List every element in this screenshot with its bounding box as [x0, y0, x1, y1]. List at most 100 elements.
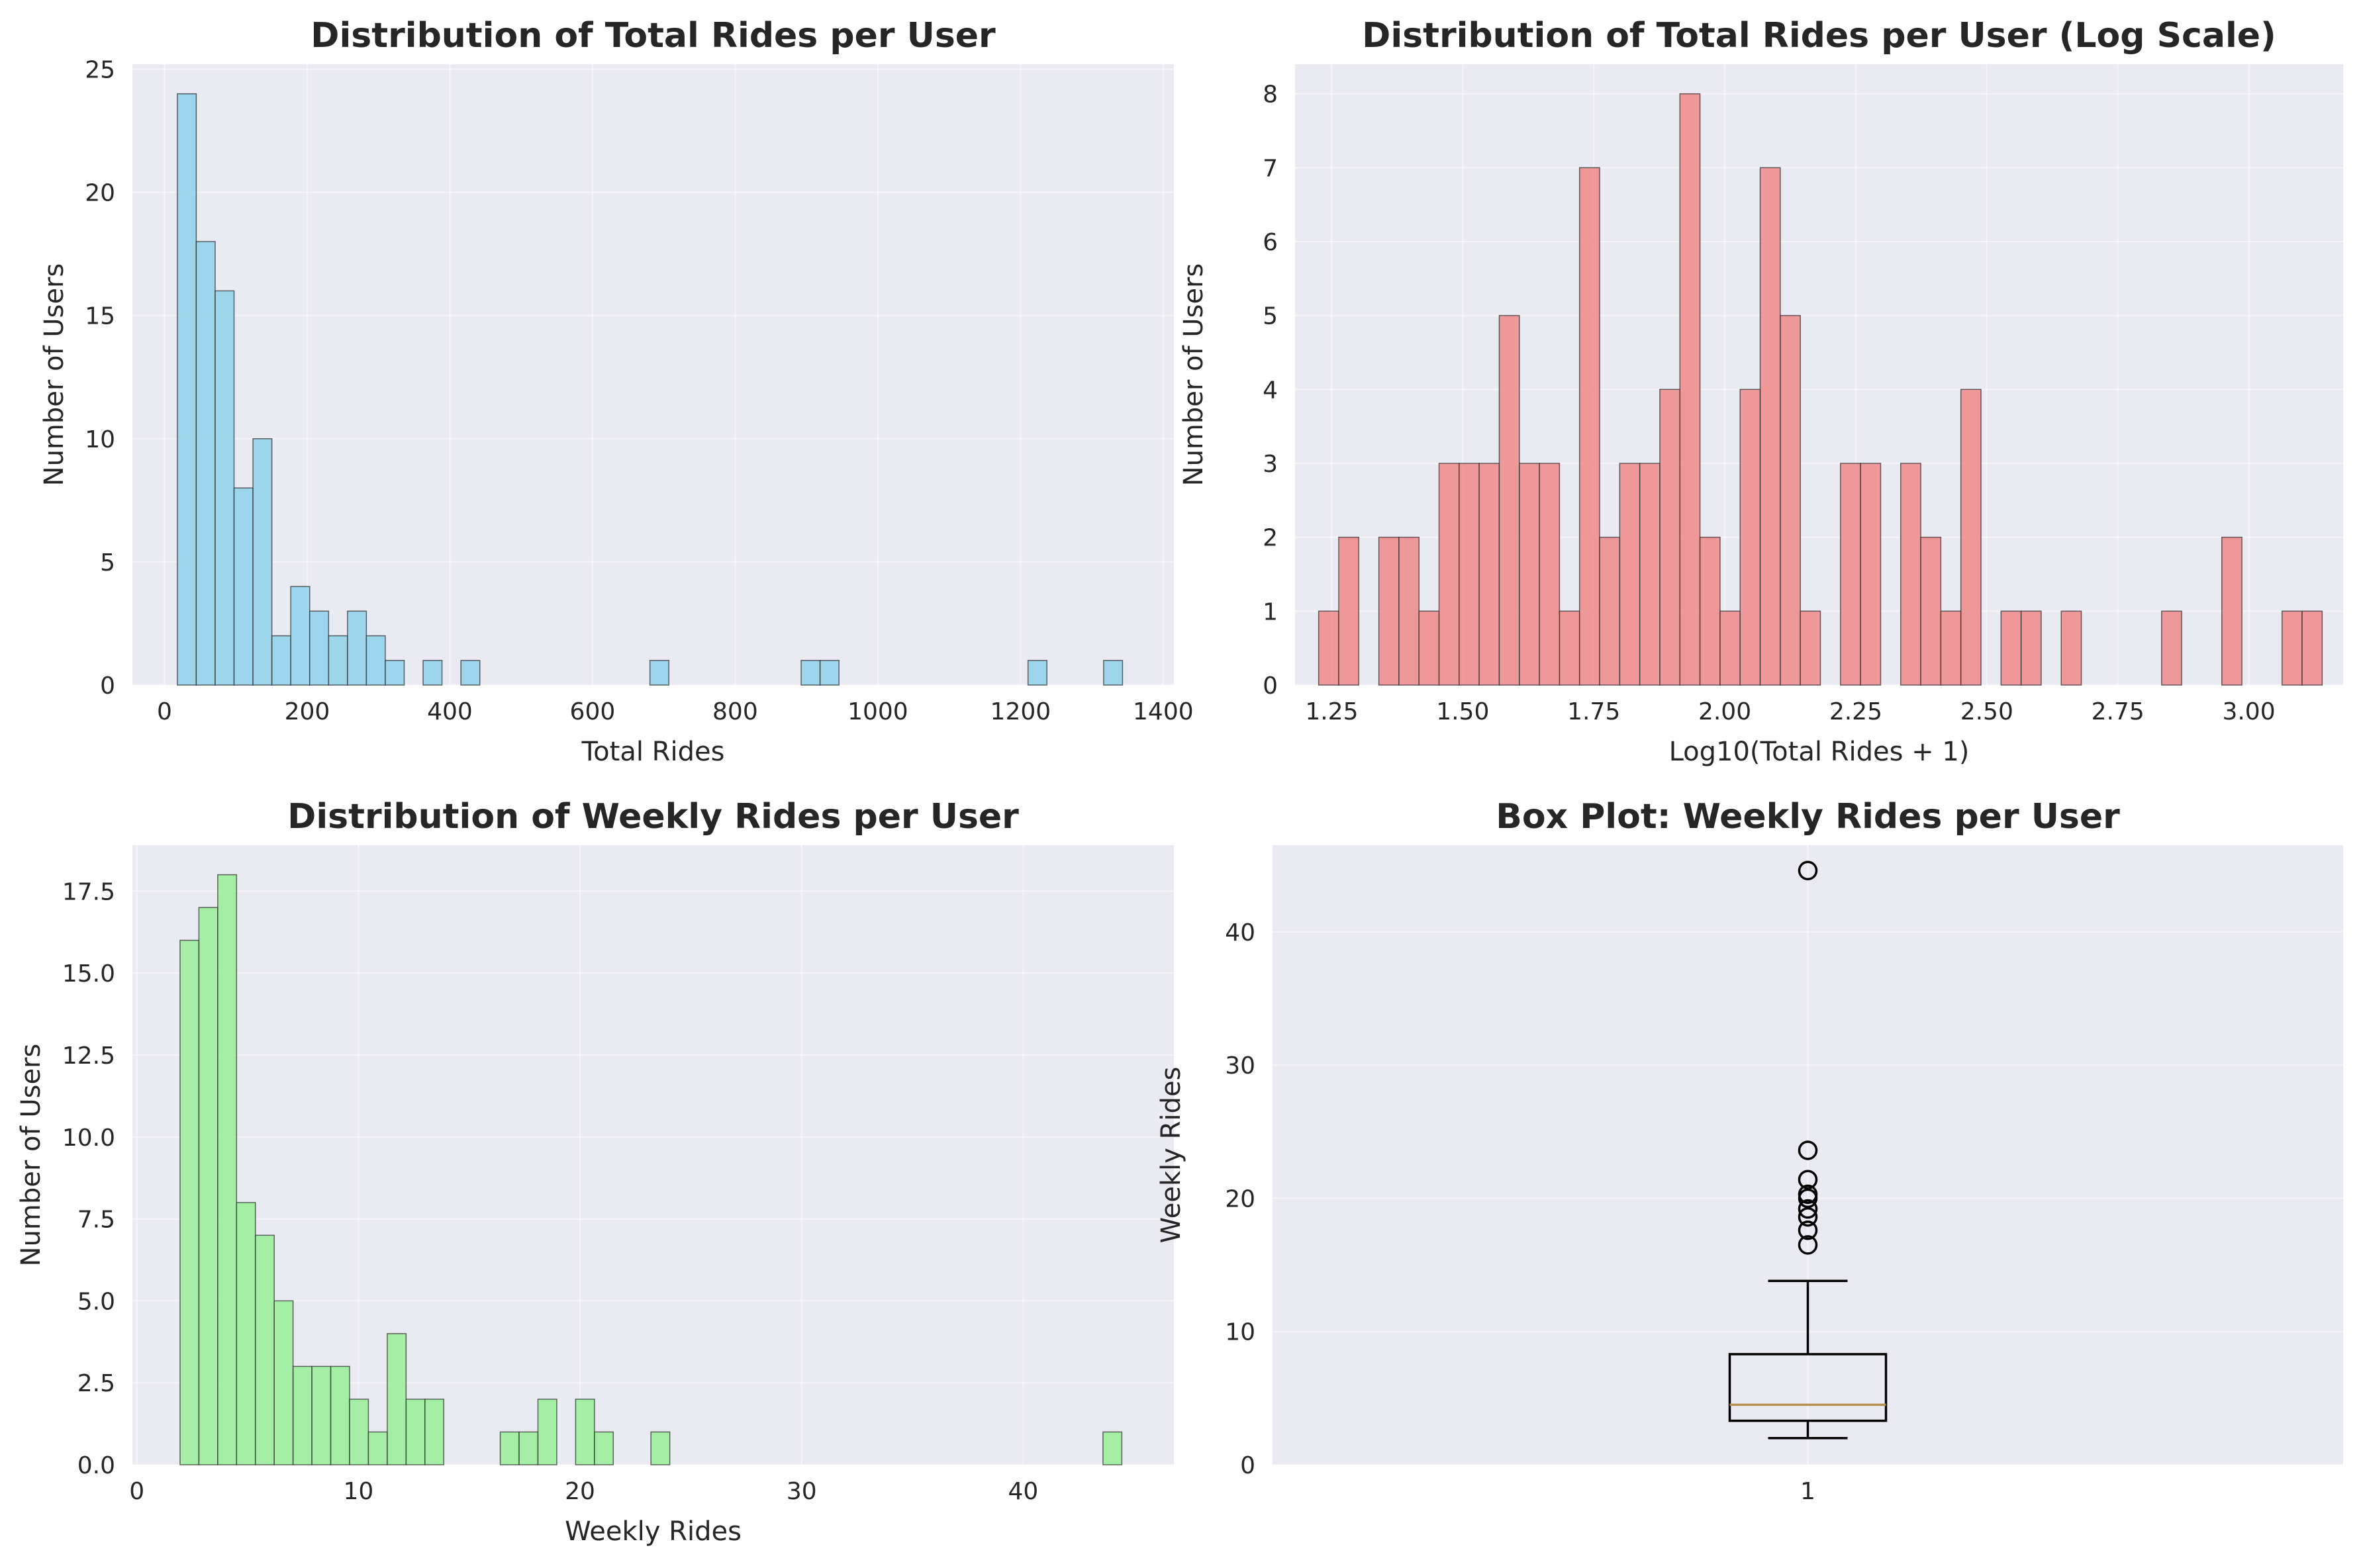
y-tick-label: 20 [1225, 1185, 1255, 1213]
gridlines [132, 64, 1174, 686]
histogram-bar [1318, 610, 1339, 686]
histogram-bar [217, 874, 238, 1465]
x-tick-label: 10 [343, 1478, 373, 1505]
y-tick-label: 15 [85, 303, 115, 330]
histogram-bar [2060, 610, 2082, 686]
histogram-bar [1840, 463, 1861, 686]
x-tick-label: 800 [712, 698, 758, 725]
x-tick-label: 1200 [990, 698, 1051, 725]
histogram-bar [177, 93, 197, 686]
x-tick-labels: 0 10 20 30 40 [129, 1478, 1038, 1505]
y-tick-label: 5 [1263, 303, 1278, 330]
x-tick-labels: 1.25 1.50 1.75 2.00 2.25 2.50 2.75 3.00 [1305, 698, 2275, 725]
chart-title: Distribution of Total Rides per User [311, 16, 996, 56]
y-tick-label: 4 [1263, 377, 1278, 404]
histogram-bar [499, 1431, 520, 1465]
boxplot [1728, 860, 1888, 1440]
histogram-bar [1759, 167, 1781, 686]
y-axis-label: Weekly Rides [1156, 1067, 1186, 1244]
histogram-bar [594, 1431, 614, 1465]
outlier-point [1798, 1207, 1818, 1227]
y-tick-label: 7 [1263, 155, 1278, 182]
histogram-bar [1599, 536, 1621, 686]
y-tick-label: 2 [1263, 525, 1278, 552]
histogram-bar [387, 1333, 407, 1465]
outlier-point [1798, 1220, 1818, 1240]
histogram-bar [254, 1234, 275, 1465]
y-tick-label: 0.0 [77, 1452, 115, 1479]
x-tick-label: 400 [427, 698, 473, 725]
y-tick-label: 30 [1225, 1052, 1255, 1080]
histogram-bar [537, 1399, 557, 1465]
y-tick-label: 2.5 [77, 1370, 115, 1397]
x-tick-label: 200 [285, 698, 330, 725]
x-tick-label: 2.00 [1698, 698, 1751, 725]
histogram-bar [424, 1399, 444, 1465]
plot-area [132, 845, 1174, 1465]
x-tick-label: 2.50 [1960, 698, 2013, 725]
histogram-bar [290, 586, 311, 686]
y-tick-label: 10 [1225, 1319, 1255, 1346]
x-tick-label: 0 [157, 698, 172, 725]
chart-title: Box Plot: Weekly Rides per User [1496, 797, 2120, 837]
x-tick-label: 3.00 [2222, 698, 2275, 725]
histogram-bar [1519, 463, 1540, 686]
histogram-bar [2000, 610, 2022, 686]
histogram-bar [1398, 536, 1420, 686]
x-tick-label: 1400 [1133, 698, 1194, 725]
x-axis-label: Total Rides [581, 737, 725, 767]
y-tick-label: 7.5 [77, 1207, 115, 1234]
histogram-bar [1659, 389, 1681, 686]
y-tick-labels: 0 10 20 30 40 [1225, 919, 1255, 1479]
y-tick-label: 0 [100, 672, 115, 700]
y-axis-label: Number of Users [1179, 263, 1209, 486]
x-tick-label: 1.50 [1436, 698, 1489, 725]
histogram-bars [179, 874, 1123, 1465]
histogram-bar [1739, 389, 1761, 686]
y-tick-label: 3 [1263, 451, 1278, 478]
y-tick-label: 0 [1263, 672, 1278, 700]
histogram-bar [330, 1365, 350, 1465]
histogram-bar [1800, 610, 1821, 686]
x-tick-label: 20 [565, 1478, 595, 1505]
histogram-bar [1860, 463, 1882, 686]
y-tick-labels: 0 5 10 15 20 25 [85, 56, 115, 700]
histogram-bar [819, 660, 840, 686]
histogram-bar [1679, 93, 1701, 686]
x-tick-labels: 0 200 400 600 800 1000 1200 1400 [157, 698, 1194, 725]
y-tick-label: 1 [1263, 598, 1278, 625]
histogram-bar [385, 660, 405, 686]
histogram-bar [367, 1431, 388, 1465]
histogram-bar [252, 438, 273, 686]
y-tick-label: 25 [85, 56, 115, 83]
histogram-bar [233, 487, 254, 686]
y-tick-label: 15.0 [62, 960, 115, 988]
histogram-bar [800, 660, 821, 686]
outlier-point [1798, 1235, 1818, 1255]
histogram-bar [1498, 314, 1520, 686]
histogram-bar [273, 1300, 294, 1465]
histogram-bar [1578, 167, 1600, 686]
gridlines [132, 845, 1174, 1465]
histogram-bar [2161, 610, 2182, 686]
histogram-bar [311, 1365, 332, 1465]
histogram-bar [1103, 660, 1124, 686]
histogram-bar [649, 660, 669, 686]
x-axis-label: Log10(Total Rides + 1) [1669, 737, 1970, 767]
histogram-bar [1102, 1431, 1123, 1465]
chart-title: Distribution of Total Rides per User (Lo… [1362, 16, 2276, 56]
histogram-bar [2301, 610, 2323, 686]
histogram-bar [195, 241, 216, 686]
y-tick-labels: 0 1 2 3 4 5 6 7 8 [1263, 81, 1278, 700]
histogram-bar [1780, 314, 1801, 686]
x-tick-label: 30 [787, 1478, 817, 1505]
outlier-point [1798, 860, 1818, 880]
y-tick-label: 10 [85, 426, 115, 453]
x-tick-label: 2.25 [1829, 698, 1882, 725]
histogram-bar [1699, 536, 1721, 686]
iqr-box [1728, 1353, 1888, 1422]
outlier-point [1798, 1184, 1818, 1205]
histogram-bar [1619, 463, 1641, 686]
histogram-bar [1459, 463, 1480, 686]
